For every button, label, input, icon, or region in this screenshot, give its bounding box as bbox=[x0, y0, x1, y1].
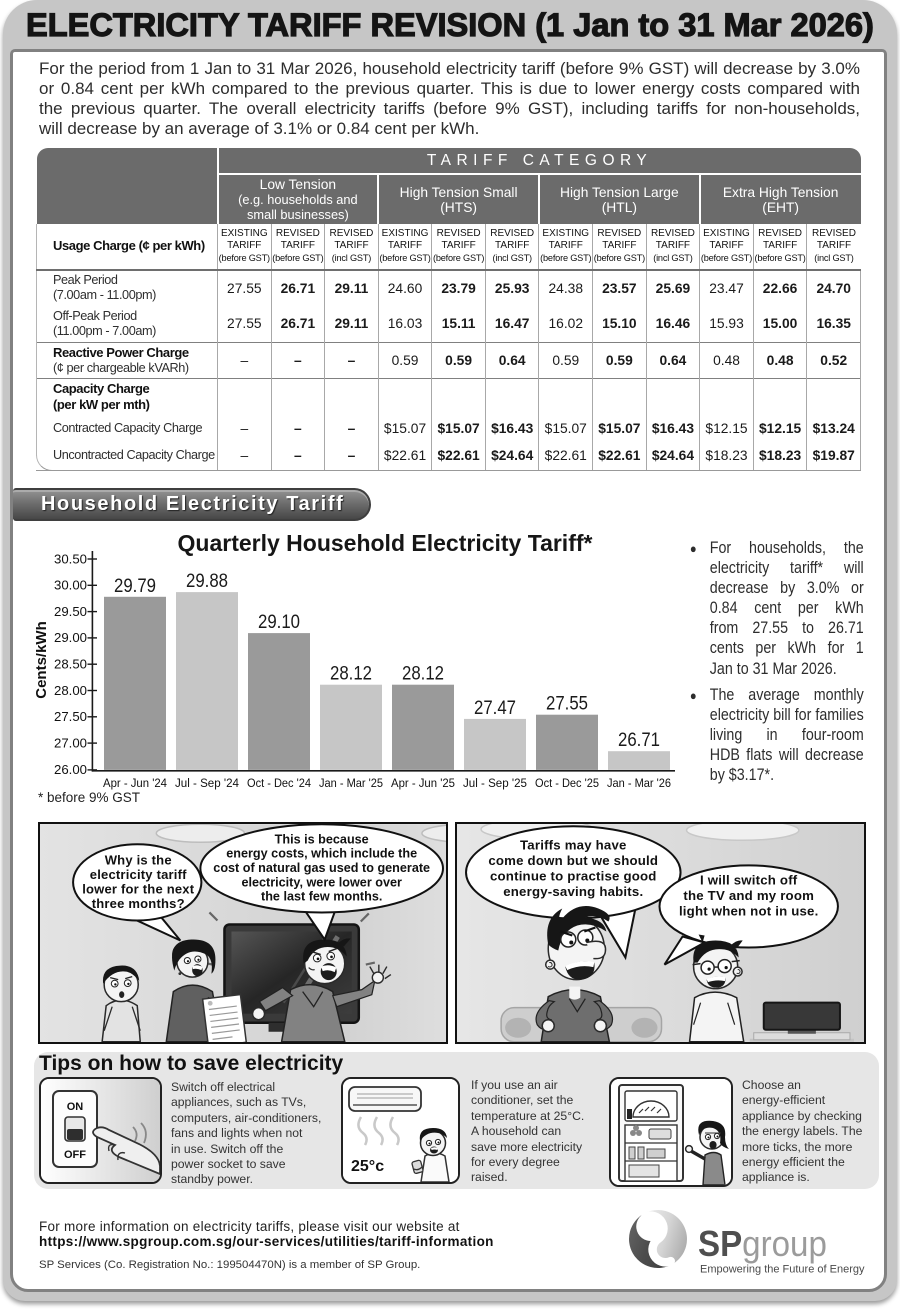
svg-text:27.00: 27.00 bbox=[54, 736, 87, 750]
svg-text:25°c: 25°c bbox=[351, 1158, 384, 1175]
svg-text:26.71: 26.71 bbox=[618, 730, 660, 751]
svg-text:28.00: 28.00 bbox=[54, 684, 87, 698]
svg-text:30.00: 30.00 bbox=[54, 579, 87, 593]
svg-text:Apr - Jun '25: Apr - Jun '25 bbox=[391, 776, 455, 790]
svg-text:28.12: 28.12 bbox=[330, 664, 372, 685]
svg-text:SPgroup: SPgroup bbox=[698, 1225, 827, 1265]
svg-text:come down but we should: come down but we should bbox=[488, 853, 658, 868]
svg-text:Tariffs may have: Tariffs may have bbox=[520, 837, 627, 852]
svg-text:energy-saving habits.: energy-saving habits. bbox=[503, 884, 643, 899]
svg-text:30.50: 30.50 bbox=[54, 552, 87, 566]
svg-text:Jul - Sep '24: Jul - Sep '24 bbox=[175, 776, 239, 790]
svg-text:the TV and my room: the TV and my room bbox=[683, 888, 814, 903]
svg-text:27.55: 27.55 bbox=[546, 694, 588, 715]
svg-text:Oct - Dec '24: Oct - Dec '24 bbox=[247, 776, 311, 790]
svg-text:26.00: 26.00 bbox=[54, 763, 87, 777]
svg-text:28.50: 28.50 bbox=[54, 658, 87, 672]
svg-text:29.79: 29.79 bbox=[114, 576, 156, 597]
svg-text:Why is the: Why is the bbox=[105, 852, 172, 867]
svg-text:cost of natural gas used to ge: cost of natural gas used to generate bbox=[213, 861, 430, 875]
svg-text:27.47: 27.47 bbox=[474, 698, 516, 719]
svg-text:OFF: OFF bbox=[64, 1149, 86, 1161]
svg-text:electricity, were lower over: electricity, were lower over bbox=[241, 875, 402, 889]
svg-text:three months?: three months? bbox=[92, 896, 185, 911]
svg-text:This is because: This is because bbox=[275, 832, 369, 846]
svg-text:Empowering the Future of Energ: Empowering the Future of Energy bbox=[700, 1264, 865, 1276]
svg-text:Jan - Mar '26: Jan - Mar '26 bbox=[607, 776, 671, 790]
svg-text:light when not in use.: light when not in use. bbox=[679, 903, 819, 918]
svg-text:Oct - Dec '25: Oct - Dec '25 bbox=[535, 776, 599, 790]
svg-text:29.50: 29.50 bbox=[54, 605, 87, 619]
svg-text:ON: ON bbox=[67, 1101, 84, 1113]
svg-text:29.10: 29.10 bbox=[258, 612, 300, 633]
svg-text:28.12: 28.12 bbox=[402, 664, 444, 685]
svg-text:continue to practise good: continue to practise good bbox=[490, 868, 657, 883]
svg-text:Apr - Jun '24: Apr - Jun '24 bbox=[103, 776, 167, 790]
svg-text:Jan - Mar '25: Jan - Mar '25 bbox=[319, 776, 383, 790]
svg-text:electricity tariff: electricity tariff bbox=[90, 867, 187, 882]
svg-text:the last few months.: the last few months. bbox=[261, 890, 382, 904]
svg-text:I will switch off: I will switch off bbox=[700, 872, 798, 887]
svg-text:27.50: 27.50 bbox=[54, 710, 87, 724]
svg-text:energy costs, which include th: energy costs, which include the bbox=[226, 847, 417, 861]
svg-text:lower for the next: lower for the next bbox=[82, 881, 195, 896]
svg-text:Cents/kWh: Cents/kWh bbox=[36, 621, 50, 699]
svg-text:29.88: 29.88 bbox=[186, 571, 228, 592]
svg-text:Jul - Sep '25: Jul - Sep '25 bbox=[463, 776, 527, 790]
svg-text:29.00: 29.00 bbox=[54, 631, 87, 645]
